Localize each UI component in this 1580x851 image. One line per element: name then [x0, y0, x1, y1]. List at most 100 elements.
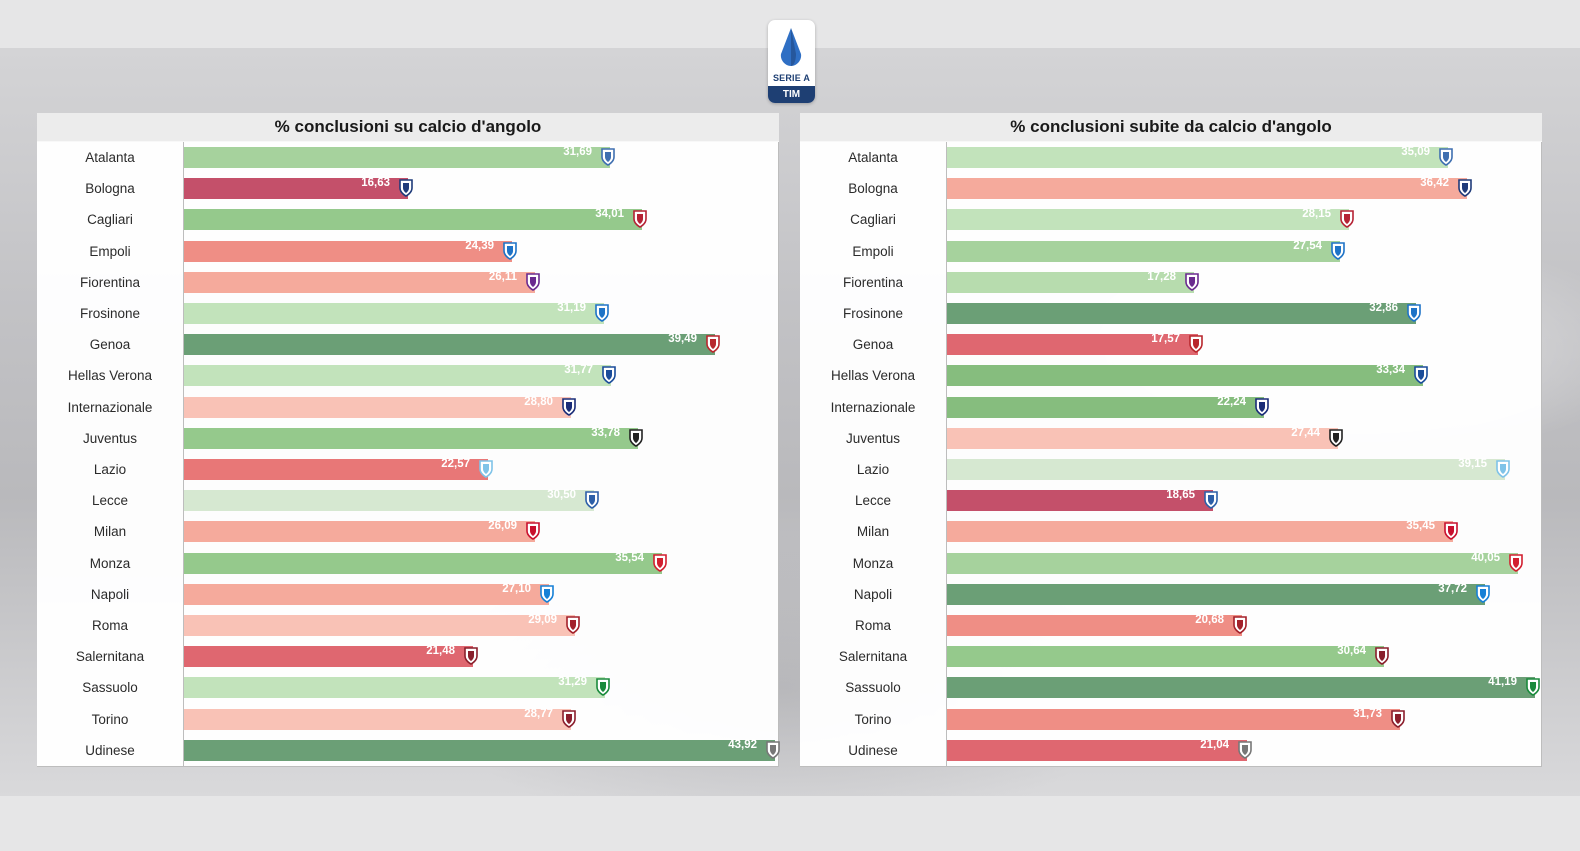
bar-row: Napoli 27,10	[37, 579, 779, 610]
team-crest-icon	[585, 491, 599, 510]
team-crest-icon	[1331, 241, 1345, 260]
plot-border	[778, 142, 779, 767]
bar-value-label: 31,69	[563, 146, 592, 158]
bar-row: Milan 35,45	[800, 516, 1542, 547]
bar-row: Genoa 39,49	[37, 329, 779, 360]
bar	[947, 147, 1448, 168]
team-label: Torino	[91, 711, 129, 727]
team-crest-icon	[706, 335, 720, 354]
bar-value-label: 26,09	[488, 520, 517, 533]
bar	[947, 209, 1349, 231]
team-label: Fiorentina	[79, 274, 141, 290]
bar-row: Fiorentina 17,28	[800, 267, 1542, 298]
team-label: Salernitana	[838, 649, 908, 665]
bar-row: Lecce 30,50	[37, 485, 779, 516]
team-label: Lecce	[854, 493, 892, 509]
bar-value-label: 28,77	[524, 707, 553, 720]
bar-row: Torino 31,73	[800, 704, 1542, 735]
team-label: Napoli	[853, 586, 893, 602]
team-crest-icon	[526, 522, 540, 541]
bar	[947, 178, 1467, 200]
bar	[947, 271, 1194, 293]
bar	[184, 365, 611, 387]
bar-value-label: 39,49	[668, 333, 697, 346]
bar	[184, 490, 594, 512]
bar-value-label: 27,44	[1291, 426, 1320, 439]
team-crest-icon	[399, 179, 413, 198]
team-label: Frosinone	[842, 306, 904, 321]
bar-row: Cagliari 34,01	[37, 204, 779, 235]
team-label: Milan	[93, 524, 127, 540]
bar	[184, 583, 549, 605]
team-crest-icon	[595, 304, 609, 322]
bar-value-label: 29,09	[528, 614, 557, 626]
bar-row: Monza 35,54	[37, 548, 779, 579]
bar	[184, 459, 488, 480]
bar-value-label: 30,50	[547, 489, 576, 502]
team-crest-icon	[1340, 210, 1354, 229]
bar	[947, 615, 1242, 636]
team-crest-icon	[1509, 553, 1523, 572]
bar-value-label: 21,04	[1200, 738, 1229, 751]
bar-row: Lazio 22,57	[37, 454, 779, 485]
team-label: Atalanta	[85, 150, 135, 165]
team-label: Udinese	[85, 742, 135, 758]
team-crest-icon	[1414, 366, 1428, 385]
bar	[184, 178, 408, 200]
team-label: Atalanta	[848, 150, 898, 165]
team-crest-icon	[1329, 428, 1343, 447]
bar	[184, 334, 715, 356]
team-crest-icon	[562, 709, 576, 728]
bar-value-label: 16,63	[361, 177, 390, 190]
bar	[184, 240, 512, 262]
bar	[184, 708, 571, 730]
bar-row: Internazionale 28,80	[37, 392, 779, 423]
bar-value-label: 43,92	[728, 738, 757, 751]
bar-row: Hellas Verona 33,34	[800, 360, 1542, 391]
team-label: Juventus	[82, 430, 138, 446]
bar	[947, 334, 1198, 356]
bar-row: Bologna 36,42	[800, 173, 1542, 204]
team-label: Lazio	[93, 462, 127, 477]
bar	[947, 365, 1423, 387]
bar-value-label: 33,34	[1376, 364, 1405, 377]
logo-league-name: SERIE A	[772, 73, 811, 83]
bar	[947, 303, 1416, 324]
team-label: Napoli	[90, 586, 130, 602]
team-label: Juventus	[845, 430, 901, 446]
bar	[947, 677, 1535, 699]
bar	[947, 646, 1384, 668]
team-label: Bologna	[848, 181, 898, 197]
bar-value-label: 22,57	[441, 458, 470, 470]
chart-plot-area: Atalanta 31,69 Bologna 16,63 Cagliari 34,01 Em…	[37, 142, 780, 767]
bar-row: Frosinone 32,86	[800, 298, 1542, 329]
bar-row: Salernitana 30,64	[800, 641, 1542, 672]
team-crest-icon	[1439, 148, 1453, 166]
bar-row: Udinese 21,04	[800, 735, 1542, 766]
team-label: Udinese	[848, 742, 898, 758]
bar-value-label: 24,39	[465, 239, 494, 252]
bar	[947, 240, 1340, 262]
bar	[184, 303, 604, 324]
bar-row: Hellas Verona 31,77	[37, 360, 779, 391]
team-crest-icon	[562, 397, 576, 416]
team-label: Internazionale	[67, 399, 153, 415]
bar	[184, 209, 642, 231]
team-crest-icon	[596, 678, 610, 697]
bar-row: Udinese 43,92	[37, 735, 780, 766]
team-label: Empoli	[89, 243, 131, 259]
team-crest-icon	[1185, 272, 1199, 291]
bar-row: Roma 29,09	[37, 610, 779, 641]
team-crest-icon	[1407, 304, 1421, 322]
chart-panel-shots-conceded-from-corners: % conclusioni subite da calcio d'angolo …	[800, 113, 1542, 767]
bar-value-label: 35,09	[1401, 146, 1430, 158]
team-crest-icon	[1526, 678, 1540, 697]
bar-row: Cagliari 28,15	[800, 204, 1542, 235]
bar-value-label: 21,48	[426, 645, 455, 658]
bar	[947, 459, 1505, 480]
bar-row: Roma 20,68	[800, 610, 1542, 641]
bar-row: Monza 40,05	[800, 548, 1542, 579]
team-label: Hellas Verona	[67, 368, 153, 384]
team-label: Genoa	[89, 337, 131, 353]
chart-panel-shots-from-corners: % conclusioni su calcio d'angolo Atalant…	[37, 113, 780, 767]
